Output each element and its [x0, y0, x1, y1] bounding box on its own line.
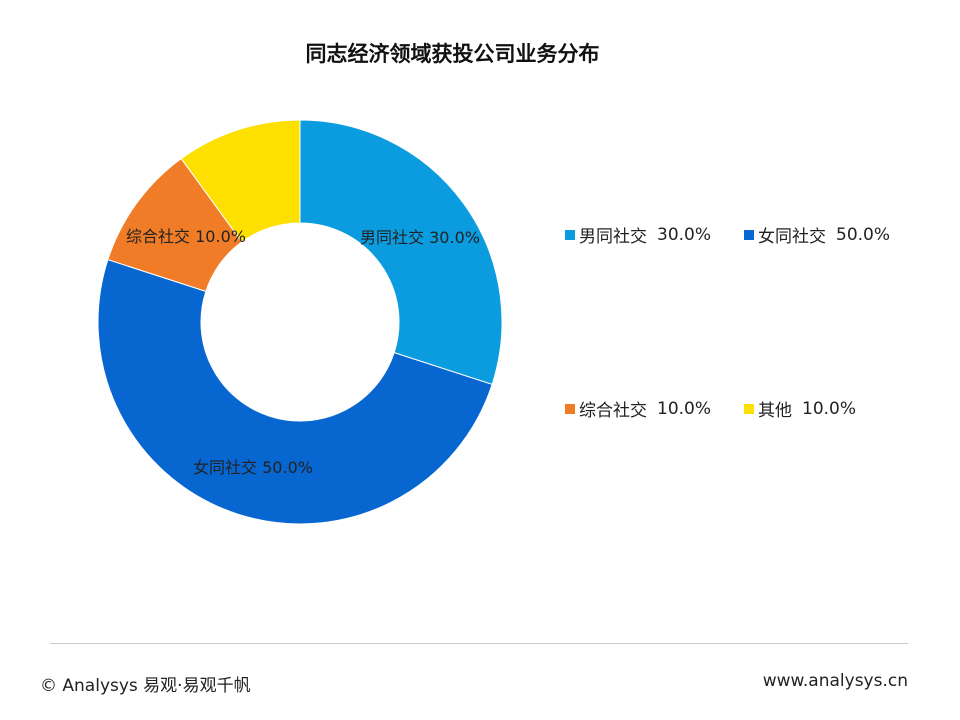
donut-slice-3 — [180, 119, 301, 243]
donut-slice-0 — [299, 119, 503, 386]
legend-label-1: 女同社交 — [758, 227, 826, 247]
legend-value-3: 10.0% — [802, 398, 857, 419]
chart-title: 同志经济领域获投公司业务分布 — [305, 42, 600, 66]
legend-swatch-2 — [565, 403, 575, 414]
legend-item-2: 综合社交 10.0% — [565, 396, 711, 421]
legend-value-1: 50.0% — [836, 224, 891, 245]
legend-swatch-1 — [744, 229, 754, 240]
legend-swatch-3 — [744, 403, 754, 414]
legend-swatch-0 — [565, 229, 575, 240]
legend-item-1: 女同社交 50.0% — [744, 222, 890, 247]
legend-value-2: 10.0% — [657, 398, 712, 419]
footer-website: www.analysys.cn — [762, 671, 908, 691]
slice-labels-group: 男同社交 30.0% 女同社交 50.0% 综合社交 10.0% — [126, 227, 480, 477]
slice-label-1: 女同社交 50.0% — [193, 458, 313, 477]
slice-label-2: 综合社交 10.0% — [126, 227, 246, 246]
legend-label-2: 综合社交 — [579, 401, 647, 421]
donut-slice-1 — [97, 258, 493, 525]
footer-copyright: © Analysys 易观·易观千帆 — [40, 676, 251, 696]
slice-label-0: 男同社交 30.0% — [360, 228, 480, 247]
legend-label-0: 男同社交 — [579, 227, 647, 247]
slices-group — [97, 119, 503, 525]
legend-item-0: 男同社交 30.0% — [565, 222, 711, 247]
legend-item-3: 其他 10.0% — [744, 396, 856, 421]
footer-divider — [50, 643, 908, 644]
legend-label-3: 其他 — [758, 401, 792, 421]
legend-value-0: 30.0% — [657, 224, 712, 245]
